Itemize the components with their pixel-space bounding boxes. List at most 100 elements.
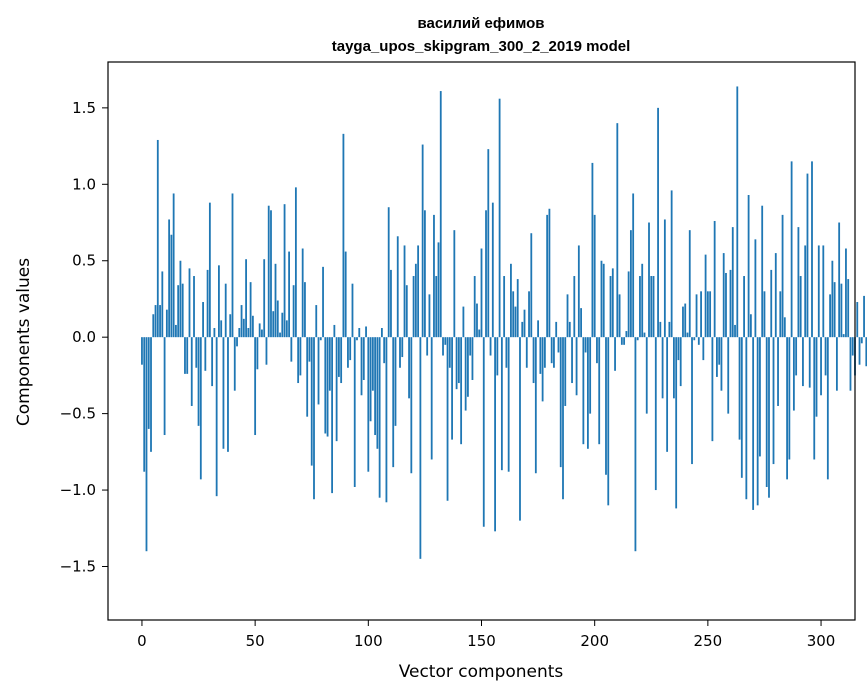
bar-204	[602, 263, 605, 338]
bar-101	[369, 337, 372, 422]
bar-243	[691, 337, 693, 465]
bar-302	[824, 337, 827, 376]
bar-106	[380, 328, 383, 338]
bar-143	[464, 337, 467, 411]
bar-237	[677, 337, 680, 361]
bar-167	[519, 337, 521, 521]
bar-284	[783, 317, 786, 338]
bar-296	[811, 161, 813, 338]
bar-283	[781, 214, 784, 338]
bar-181	[550, 337, 553, 364]
bar-223	[645, 337, 648, 414]
bar-29	[206, 269, 209, 338]
x-axis-label: Vector components	[399, 662, 564, 682]
bar-14	[172, 193, 175, 338]
bar-259	[727, 337, 730, 414]
bar-212	[620, 337, 623, 345]
bar-57	[270, 210, 272, 338]
bar-319	[863, 295, 865, 338]
bar-166	[516, 279, 519, 338]
bar-242	[688, 230, 691, 338]
bar-207	[609, 276, 612, 338]
bar-258	[725, 272, 727, 338]
bar-82	[326, 337, 329, 437]
bar-267	[745, 337, 748, 500]
bar-183	[555, 321, 558, 338]
bar-127	[428, 294, 431, 338]
y-tick-label: 1.5	[72, 99, 96, 117]
bar-110	[390, 269, 392, 338]
bar-2	[145, 337, 148, 552]
bar-308	[838, 222, 841, 338]
bar-202	[598, 337, 601, 445]
bar-184	[557, 337, 560, 353]
bar-215	[627, 271, 630, 338]
bar-295	[808, 337, 811, 388]
bar-263	[736, 86, 739, 338]
bar-275	[763, 291, 766, 338]
bar-255	[718, 337, 721, 365]
bar-1	[143, 337, 146, 472]
bar-249	[704, 254, 707, 338]
bar-172	[530, 233, 533, 338]
bar-182	[553, 337, 555, 368]
bar-198	[589, 337, 592, 414]
bar-289	[795, 337, 798, 376]
bar-77	[315, 305, 318, 338]
bar-31	[211, 337, 214, 387]
bar-80	[322, 266, 324, 338]
bar-306	[833, 282, 836, 338]
bar-26	[199, 337, 202, 480]
bar-158	[498, 98, 501, 338]
bar-129	[433, 214, 435, 338]
chart-subtitle: tayga_upos_skipgram_300_2_2019 model	[332, 38, 631, 55]
bar-74	[308, 337, 311, 362]
bar-317	[858, 337, 861, 365]
bar-217	[632, 193, 635, 338]
bar-250	[706, 291, 709, 338]
bar-128	[430, 337, 433, 460]
bar-293	[804, 245, 807, 338]
bar-93	[351, 283, 354, 338]
bar-136	[448, 337, 451, 368]
bar-12	[168, 219, 171, 338]
bar-151	[482, 337, 485, 527]
bar-124	[421, 144, 424, 338]
bar-126	[426, 337, 429, 356]
bar-154	[489, 337, 492, 356]
bar-245	[695, 294, 698, 338]
bar-83	[328, 337, 331, 391]
bar-205	[605, 337, 607, 475]
bar-221	[641, 263, 644, 338]
bar-194	[580, 308, 582, 338]
bar-112	[394, 337, 397, 426]
bar-281	[777, 337, 779, 406]
bar-54	[263, 259, 266, 338]
bar-123	[419, 337, 422, 559]
bar-314	[851, 337, 854, 356]
bar-193	[577, 245, 580, 338]
bar-40	[231, 193, 234, 338]
bar-160	[503, 276, 506, 338]
bar-185	[559, 337, 562, 468]
bar-148	[476, 303, 478, 338]
bar-190	[571, 337, 573, 384]
bar-44	[240, 305, 243, 338]
bar-199	[591, 162, 594, 338]
bar-15	[175, 324, 177, 338]
bar-261	[731, 227, 734, 338]
bar-246	[697, 337, 700, 345]
bar-55	[265, 337, 268, 365]
y-tick-label: 0.0	[72, 328, 96, 346]
bar-262	[734, 324, 736, 338]
bar-97	[360, 337, 363, 396]
bar-114	[399, 337, 401, 368]
bar-201	[596, 337, 598, 364]
bar-102	[371, 337, 374, 391]
bar-273	[759, 337, 761, 457]
bar-52	[258, 323, 261, 338]
bar-76	[313, 337, 315, 500]
y-tick-label: −1.5	[60, 557, 96, 575]
bar-89	[342, 133, 345, 338]
bar-260	[729, 269, 732, 338]
